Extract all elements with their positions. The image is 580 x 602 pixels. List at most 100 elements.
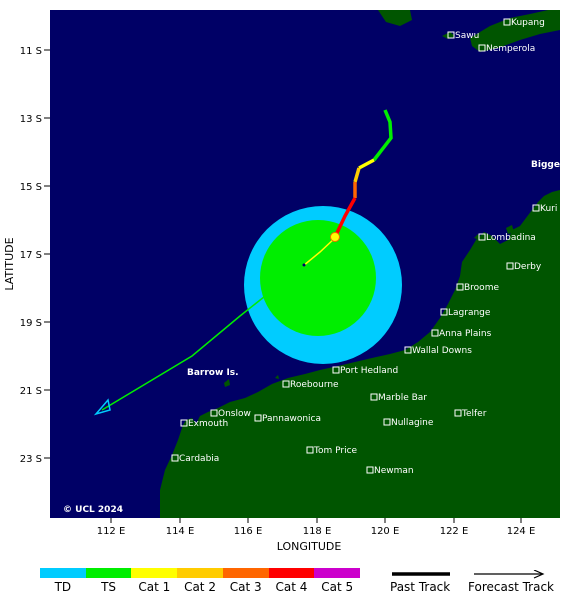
- place-label: Wallal Downs: [412, 346, 472, 356]
- place-marker: [180, 419, 188, 427]
- place-label: Lombadina: [486, 233, 536, 243]
- australia-landmass: [160, 190, 560, 518]
- region-label-bigge: Bigge: [531, 160, 560, 170]
- legend-swatch: [131, 568, 178, 578]
- timor-island-east: [470, 10, 560, 52]
- x-tick-label: 112 E: [97, 526, 126, 537]
- place-marker: [306, 446, 314, 454]
- legend-category-label: Cat 1: [138, 580, 171, 594]
- y-tick-label: 21 S: [20, 386, 42, 397]
- forecast-point: [302, 263, 306, 267]
- y-tick-label: 17 S: [20, 250, 42, 261]
- timor-island: [378, 10, 412, 26]
- legend-category-label: TD: [54, 580, 72, 594]
- forecast-track-arrow-icon: [474, 570, 545, 579]
- place-label: Broome: [464, 283, 499, 293]
- place-marker: [440, 308, 448, 316]
- past-track-cat1: [358, 158, 375, 170]
- x-axis-title: LONGITUDE: [277, 540, 342, 553]
- place-marker: [503, 18, 511, 26]
- y-axis-title: LATITUDE: [3, 237, 16, 290]
- legend-swatch: [268, 568, 315, 578]
- place-label: Pannawonica: [262, 414, 321, 424]
- copyright-label: © UCL 2024: [63, 505, 123, 515]
- y-tick-label: 15 S: [20, 182, 42, 193]
- place-label: Lagrange: [448, 308, 491, 318]
- barrow-island: [224, 379, 230, 387]
- place-label: Telfer: [461, 409, 487, 419]
- place-label: Nullagine: [391, 418, 434, 428]
- place-marker: [210, 409, 218, 417]
- legend-category-label: Cat 3: [229, 580, 262, 594]
- place-label: Kupang: [511, 18, 545, 28]
- x-tick-label: 116 E: [234, 526, 263, 537]
- storm-wind-radius: [260, 220, 376, 336]
- place-marker: [366, 466, 374, 474]
- place-marker: [404, 346, 412, 354]
- place-marker: [332, 366, 340, 374]
- intensity-legend: TD TS Cat 1 Cat 2 Cat 3 Cat 4 Cat 5: [40, 568, 361, 602]
- legend-color-bar: [40, 568, 361, 578]
- island-small-1: [275, 375, 279, 379]
- place-label: Marble Bar: [378, 393, 427, 403]
- forecast-arrowhead: [93, 398, 111, 416]
- legend-swatch: [85, 568, 132, 578]
- y-tick-label: 13 S: [20, 114, 42, 125]
- x-tick-label: 120 E: [371, 526, 400, 537]
- legend-swatch: [177, 568, 223, 578]
- place-marker: [447, 31, 455, 39]
- x-tick-label: 118 E: [303, 526, 332, 537]
- past-track-cat4: [334, 197, 357, 236]
- legend-swatch: [314, 568, 361, 578]
- legend-swatch: [40, 568, 86, 578]
- legend-swatch: [222, 568, 269, 578]
- x-tick-label: 124 E: [507, 526, 536, 537]
- forecast-track-cat1: [302, 236, 337, 267]
- x-tick-label: 114 E: [166, 526, 195, 537]
- forecast-track-key: Forecast Track: [468, 570, 554, 594]
- legend-category-label: Cat 2: [184, 580, 216, 594]
- forecast-track-label: Forecast Track: [468, 580, 554, 594]
- legend-labels: TD TS Cat 1 Cat 2 Cat 3 Cat 4 Cat 5: [40, 580, 360, 594]
- place-label: Exmouth: [188, 419, 228, 429]
- current-position-marker: [330, 232, 340, 242]
- place-marker: [370, 393, 378, 401]
- place-marker: [478, 44, 486, 52]
- place-labels: Kupang Sawu Nemperola Kuri Bay Lombadina Derb…: [171, 18, 578, 476]
- place-label: Sawu: [455, 31, 479, 41]
- past-track-cat2: [353, 167, 361, 183]
- past-track-key: Past Track: [390, 570, 452, 594]
- island-kimberley-1: [506, 225, 514, 234]
- place-label: Kuri Bay: [540, 204, 578, 214]
- axis-ticks: 112 E 114 E 116 E 118 E 120 E 122 E 124 E 11 S 1…: [20, 46, 536, 537]
- place-label: Anna Plains: [439, 329, 492, 339]
- place-marker: [456, 283, 464, 291]
- y-tick-label: 23 S: [20, 454, 42, 465]
- place-marker: [454, 409, 462, 417]
- place-label: Nemperola: [486, 44, 535, 54]
- place-label: Onslow: [218, 409, 251, 419]
- place-marker: [171, 454, 179, 462]
- place-marker: [431, 329, 439, 337]
- y-tick-label: 19 S: [20, 318, 42, 329]
- place-label: Roebourne: [290, 380, 339, 390]
- legend-category-label: Cat 5: [321, 580, 354, 594]
- place-marker: [383, 418, 391, 426]
- place-marker: [532, 204, 540, 212]
- region-label-barrow: Barrow Is.: [187, 368, 239, 378]
- place-label: Port Hedland: [340, 366, 398, 376]
- y-tick-label: 11 S: [20, 46, 42, 57]
- place-label: Derby: [514, 262, 542, 272]
- past-track-ts-1: [372, 109, 393, 162]
- place-marker: [506, 262, 514, 270]
- past-track-label: Past Track: [390, 580, 451, 594]
- place-marker: [282, 380, 290, 388]
- forecast-track-ts: [101, 265, 304, 411]
- place-label: Tom Price: [313, 446, 358, 456]
- place-label: Newman: [374, 466, 414, 476]
- place-marker: [254, 414, 262, 422]
- x-tick-label: 122 E: [440, 526, 469, 537]
- legend-category-label: TS: [101, 580, 117, 594]
- place-marker: [478, 233, 486, 241]
